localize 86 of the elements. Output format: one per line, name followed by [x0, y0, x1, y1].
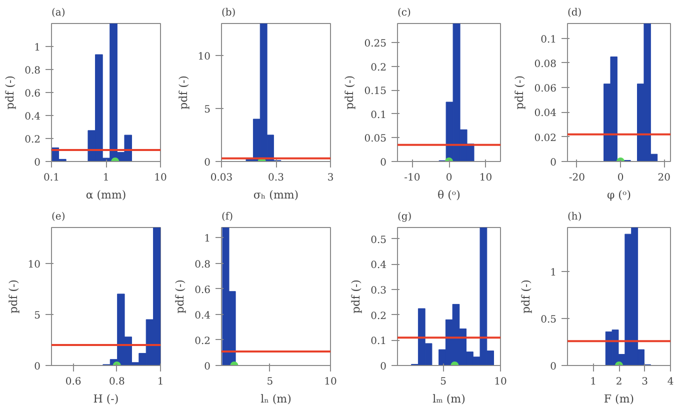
x-tick-label: 0.6	[65, 376, 82, 388]
y-tick-label: 0	[204, 362, 211, 372]
y-tick-label: 1	[204, 234, 211, 245]
y-tick-label: 0.02	[534, 132, 556, 144]
x-tick-label: 20	[658, 172, 671, 184]
x-axis-title: α (mm)	[86, 188, 126, 202]
chart-title: (f)	[222, 212, 234, 222]
x-tick-label: 10	[479, 172, 492, 184]
x-tick-label: 5	[440, 376, 446, 388]
x-axis-title: H (-)	[93, 392, 119, 406]
y-tick-label: 0.25	[364, 38, 386, 50]
x-axis-title: θ (ᵒ)	[438, 188, 460, 202]
x-tick-label: 0.1	[44, 172, 60, 184]
y-tick-label: 0.5	[370, 234, 387, 246]
x-tick-label: 10	[324, 376, 337, 388]
y-tick-label: 0.8	[194, 259, 211, 270]
y-tick-label: 0.08	[534, 58, 556, 70]
x-tick-label: 1	[102, 172, 110, 184]
x-tick-label: 1	[157, 376, 164, 388]
x-tick-label: 0.8	[108, 376, 125, 388]
x-axis-title: F (m)	[604, 392, 634, 406]
x-tick-label: 4	[667, 376, 674, 388]
y-tick-label: 0	[34, 362, 41, 372]
y-tick-label: 0.06	[534, 84, 556, 95]
y-tick-label: 0.4	[370, 260, 387, 272]
x-axis-title: lₘ (m)	[432, 392, 466, 406]
x-tick-label: 10	[494, 376, 507, 388]
y-tick-label: 0	[34, 158, 41, 168]
y-axis-title: pdf (-)	[343, 76, 356, 110]
y-tick-label: 0.5	[540, 314, 557, 326]
y-tick-label: 0.2	[370, 62, 387, 74]
y-axis-title: pdf (-)	[513, 76, 526, 110]
x-tick-label: 3	[642, 376, 648, 388]
y-tick-label: 0.2	[24, 134, 41, 146]
x-tick-label: 3	[327, 172, 334, 184]
chart-title: (g)	[398, 212, 412, 222]
y-tick-label: 0.4	[194, 310, 211, 322]
x-axis-title: φ (ᵒ)	[606, 188, 632, 202]
x-tick-label: 10	[154, 172, 167, 184]
y-tick-label: 1	[34, 42, 41, 54]
y-tick-label: 0	[380, 158, 387, 168]
y-tick-label: 0	[204, 158, 211, 168]
chart-title: (d)	[568, 8, 582, 18]
x-axis-title: σₕ (mm)	[253, 188, 299, 202]
y-axis-title: pdf (-)	[350, 280, 363, 314]
y-tick-label: 0.4	[24, 112, 41, 122]
y-tick-label: 0.1	[370, 336, 387, 348]
y-tick-label: 0	[550, 158, 557, 168]
y-tick-label: 0.04	[534, 108, 556, 120]
chart-title: (c)	[398, 8, 411, 18]
y-axis-title: pdf (-)	[176, 76, 190, 110]
y-tick-label: 0.6	[24, 88, 41, 100]
y-axis-title: pdf (-)	[4, 76, 17, 110]
x-tick-label: 2	[616, 376, 622, 388]
y-tick-label: 0.2	[370, 310, 387, 322]
y-tick-label: 0.8	[24, 66, 41, 76]
y-tick-label: 5	[34, 310, 41, 322]
y-tick-label: 1	[550, 268, 557, 279]
y-tick-label: 0.15	[364, 86, 386, 98]
chart-title: (a)	[52, 8, 66, 18]
x-tick-label: -10	[404, 172, 420, 184]
x-tick-label: -20	[568, 172, 585, 184]
y-tick-label: 5	[204, 104, 211, 116]
x-tick-label: 0	[446, 172, 452, 184]
y-tick-label: 0.1	[370, 110, 387, 121]
y-tick-label: 10	[198, 51, 211, 62]
y-axis-title: pdf (-)	[520, 280, 533, 314]
x-tick-label: 5	[266, 376, 274, 388]
chart-title: (e)	[52, 212, 66, 222]
x-tick-label: 0.03	[210, 172, 233, 184]
x-axis-title: lₙ (m)	[260, 392, 292, 406]
y-tick-label: 0.2	[194, 336, 211, 347]
y-tick-label: 0	[380, 362, 387, 372]
x-tick-label: 0	[617, 172, 624, 184]
chart-title: (h)	[568, 212, 582, 222]
y-tick-label: 0.6	[194, 284, 211, 296]
y-tick-label: 0.05	[364, 134, 386, 145]
y-axis-title: pdf (-)	[6, 280, 20, 314]
x-tick-label: 0.3	[268, 172, 284, 184]
y-tick-label: 0.1	[540, 34, 557, 46]
y-axis-title: pdf (-)	[174, 280, 187, 314]
y-tick-label: 0	[550, 362, 557, 372]
y-tick-label: 0.3	[370, 286, 387, 297]
chart-title: (b)	[222, 8, 236, 18]
y-tick-label: 10	[28, 259, 41, 270]
x-tick-label: 1	[590, 376, 596, 388]
